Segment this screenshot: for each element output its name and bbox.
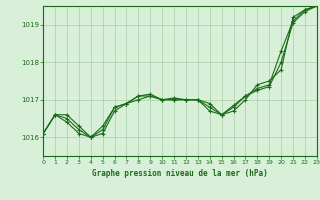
X-axis label: Graphe pression niveau de la mer (hPa): Graphe pression niveau de la mer (hPa) <box>92 169 268 178</box>
